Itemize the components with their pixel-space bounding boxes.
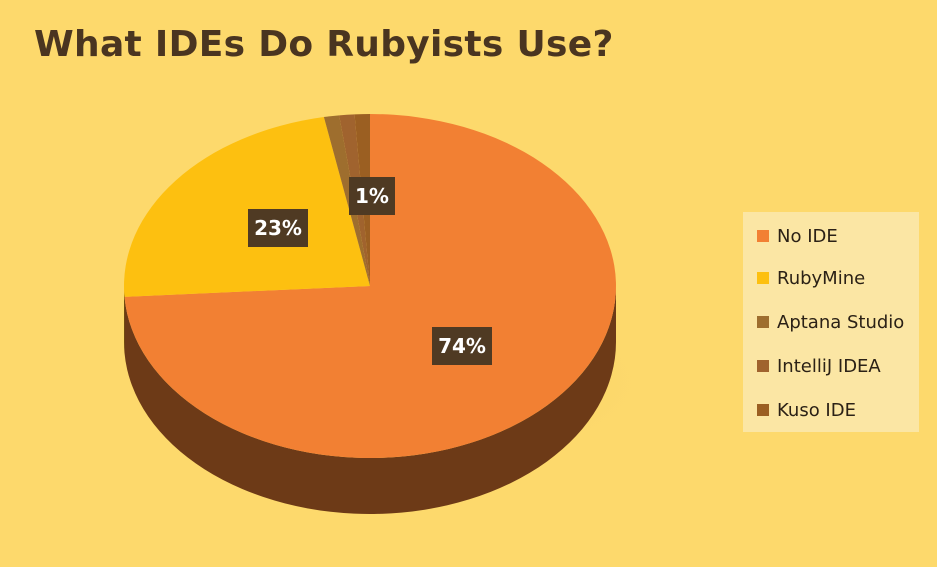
svg-text:74%: 74%: [438, 334, 486, 358]
pie-slice-aptana-studio: [323, 115, 370, 287]
legend: No IDE RubyMine Aptana Studio IntelliJ I…: [743, 212, 919, 432]
chart-title: What IDEs Do Rubyists Use?: [34, 24, 614, 65]
pie-side-no-ide: [124, 286, 617, 514]
svg-text:23%: 23%: [254, 216, 302, 240]
legend-label-kuso-ide: Kuso IDE: [777, 399, 856, 421]
legend-item-kuso-ide: Kuso IDE: [757, 398, 856, 422]
legend-swatch-rubymine: [757, 272, 769, 284]
pie-slice-rubymine: [124, 117, 370, 297]
legend-item-intellij-idea: IntelliJ IDEA: [757, 354, 881, 378]
legend-swatch-aptana-studio: [757, 316, 769, 328]
legend-label-aptana-studio: Aptana Studio: [777, 311, 905, 333]
legend-label-no-ide: No IDE: [777, 225, 838, 247]
legend-item-aptana-studio: Aptana Studio: [757, 310, 904, 334]
svg-text:1%: 1%: [355, 184, 389, 208]
data-label-intellij-idea: 1%: [349, 177, 395, 215]
legend-item-no-ide: No IDE: [757, 224, 838, 248]
legend-swatch-kuso-ide: [757, 404, 769, 416]
data-label-rubymine: 23%: [248, 209, 308, 247]
pie-slice-no-ide: [124, 114, 617, 459]
legend-item-rubymine: RubyMine: [757, 266, 865, 290]
legend-swatch-intellij-idea: [757, 360, 769, 372]
legend-label-rubymine: RubyMine: [777, 267, 866, 289]
legend-label-intellij-idea: IntelliJ IDEA: [777, 355, 881, 377]
legend-swatch-no-ide: [757, 230, 769, 242]
data-label-no-ide: 74%: [432, 327, 492, 365]
